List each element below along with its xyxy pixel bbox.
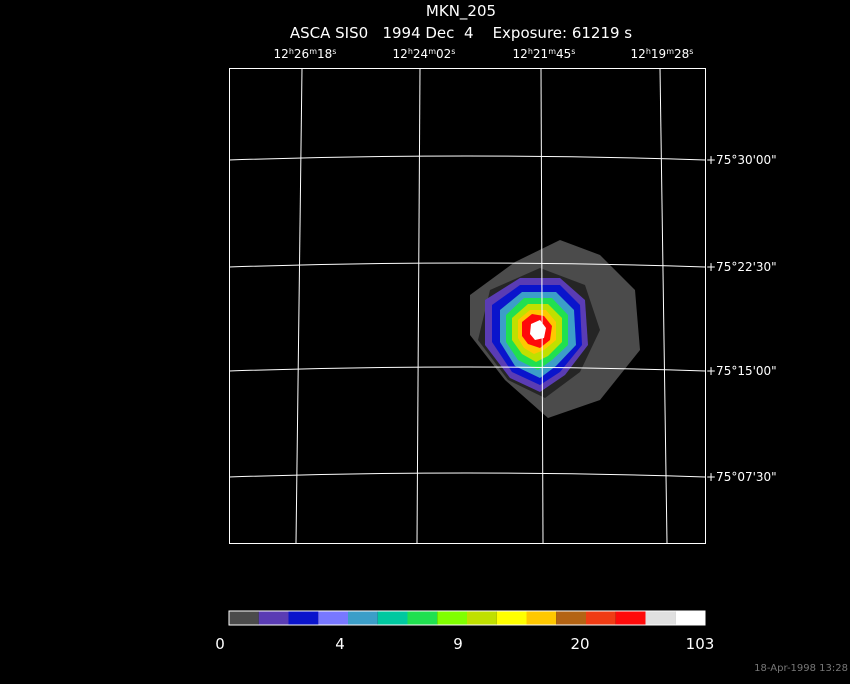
ra-value: 18 [317,47,332,61]
ra-label: 12h26m18s [274,47,337,62]
ra-value: 24 [413,47,428,61]
ra-line [540,67,544,544]
ra-value: 12 [393,47,408,61]
dec-label: +75°22'30" [706,260,777,274]
colorbar-cell [288,611,319,625]
colorbar-cell [675,611,705,625]
ra-line [416,67,421,544]
ra-unit: h [289,47,294,56]
ra-labels: 12h26m18s 12h24m02s 12h21m45s 12h19m28s [274,47,694,62]
colorbar-cell [496,611,527,625]
colorbar-label: 20 [570,635,589,653]
ra-unit: s [451,47,455,56]
ra-value: 02 [436,47,451,61]
dec-line [228,155,706,161]
ra-unit: m [666,47,674,56]
ra-unit: s [571,47,575,56]
colorbar-cell [258,611,289,625]
ra-value: 12 [513,47,528,61]
colorbar-cell [229,611,259,625]
colorbar-cell [645,611,676,625]
ra-label: 12h21m45s [513,47,576,62]
colorbar-labels: 0 4 9 20 103 [215,635,714,653]
subtitle: ASCA SIS0 1994 Dec 4 Exposure: 61219 s [290,24,632,42]
ra-line [295,67,303,544]
dec-label: +75°07'30" [706,470,777,484]
colorbar-cell [556,611,586,625]
ra-unit: h [528,47,533,56]
dec-line [228,262,706,268]
ra-label: 12h24m02s [393,47,456,62]
ra-unit: s [689,47,693,56]
ra-unit: s [332,47,336,56]
colorbar-label: 103 [686,635,715,653]
colorbar-cell [586,611,616,625]
ra-unit: m [309,47,317,56]
ra-value: 12 [631,47,646,61]
colorbar [228,610,706,626]
dec-line [228,366,706,372]
dec-line [228,472,706,478]
ra-value: 21 [533,47,548,61]
colorbar-cell [377,611,408,625]
ra-label: 12h19m28s [631,47,694,62]
dec-label: +75°30'00" [706,153,777,167]
ra-value: 26 [294,47,309,61]
colorbar-cell [615,611,646,625]
colorbar-cell [437,611,467,625]
ra-unit: m [548,47,556,56]
colorbar-label: 9 [453,635,463,653]
colorbar-cell [467,611,497,625]
dec-labels: +75°30'00" +75°22'30" +75°15'00" +75°07'30" [706,153,777,484]
colorbar-cell [348,611,378,625]
colorbar-label: 0 [215,635,225,653]
colorbar-label: 4 [335,635,345,653]
dec-label: +75°15'00" [706,364,777,378]
colorbar-cell [318,611,348,625]
ra-unit: h [408,47,413,56]
colorbar-frame [228,610,706,626]
ra-value: 12 [274,47,289,61]
frame [229,68,706,544]
ra-unit: h [646,47,651,56]
title: MKN_205 [426,2,496,21]
ra-value: 19 [651,47,666,61]
image [470,240,640,418]
coordinate-grid [228,67,706,544]
ra-value: 45 [556,47,571,61]
ra-unit: m [428,47,436,56]
colorbar-cell [526,611,557,625]
timestamp: 18-Apr-1998 13:28 [754,663,848,674]
ra-value: 28 [674,47,689,61]
ra-line [659,67,668,544]
colorbar-cell [407,611,438,625]
